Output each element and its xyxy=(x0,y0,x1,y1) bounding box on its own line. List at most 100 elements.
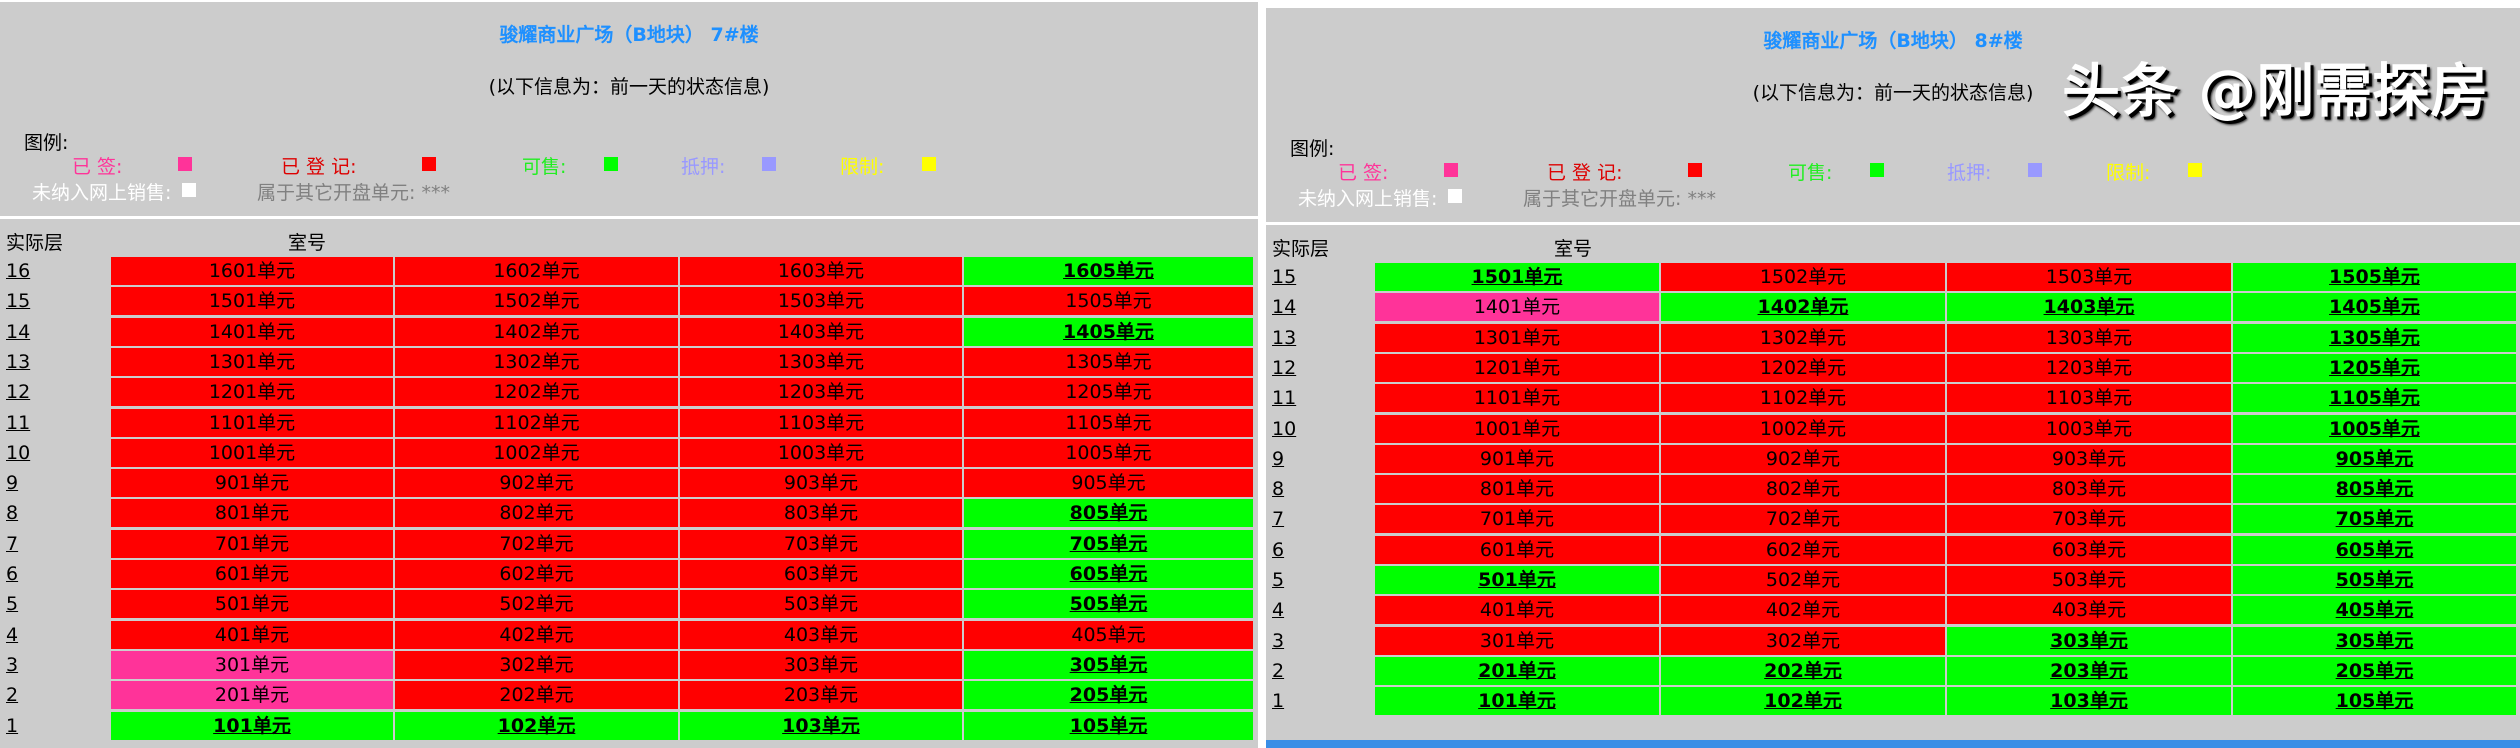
floor-link[interactable]: 9 xyxy=(1272,447,1285,470)
unit-cell: 1101单元 xyxy=(111,408,393,437)
unit-cell[interactable]: 805单元 xyxy=(2233,475,2516,504)
unit-cell: 601单元 xyxy=(1375,535,1659,564)
floor-link[interactable]: 2 xyxy=(1272,659,1285,682)
unit-cell[interactable]: 201单元 xyxy=(1375,656,1659,685)
unit-cell[interactable]: 1501单元 xyxy=(1375,263,1659,291)
unit-cell: 503单元 xyxy=(1947,566,2231,594)
legend-registered-swatch xyxy=(1688,163,1702,177)
floor-link[interactable]: 8 xyxy=(6,502,19,525)
unit-cell: 402单元 xyxy=(395,620,678,649)
unit-cell[interactable]: 1405单元 xyxy=(2233,293,2516,322)
unit-cell: 1503单元 xyxy=(1947,263,2231,291)
unit-cell[interactable]: 405单元 xyxy=(2233,596,2516,625)
floor-link[interactable]: 5 xyxy=(1272,569,1285,591)
unit-cell: 1402单元 xyxy=(395,317,678,346)
floor-link[interactable]: 1 xyxy=(6,714,19,737)
floor-link[interactable]: 4 xyxy=(1272,599,1285,622)
unit-cell: 1301单元 xyxy=(1375,323,1659,352)
unit-cell[interactable]: 105单元 xyxy=(2233,687,2516,716)
unit-cell: 1105单元 xyxy=(964,408,1253,437)
floor-link[interactable]: 7 xyxy=(1272,508,1285,531)
unit-cell: 1401单元 xyxy=(1375,293,1659,322)
unit-cell: 401单元 xyxy=(1375,596,1659,625)
unit-cell: 403单元 xyxy=(1947,596,2231,625)
floor-link[interactable]: 10 xyxy=(1272,417,1297,440)
unit-cell[interactable]: 305单元 xyxy=(2233,626,2516,655)
unit-cell[interactable]: 1605单元 xyxy=(964,257,1253,285)
floor-link[interactable]: 10 xyxy=(6,441,31,464)
unit-cell[interactable]: 101单元 xyxy=(111,711,393,740)
floor-link[interactable]: 3 xyxy=(6,653,19,676)
floor-link[interactable]: 4 xyxy=(6,623,19,646)
unit-cell: 403单元 xyxy=(680,620,962,649)
unit-cell[interactable]: 205单元 xyxy=(2233,656,2516,685)
floor-link[interactable]: 11 xyxy=(1272,387,1297,410)
floor-link[interactable]: 8 xyxy=(1272,478,1285,501)
room-header: 室号 xyxy=(1554,238,1593,260)
floor-row: 15 1501单元 1502单元 1503单元 1505单元 xyxy=(1266,263,2520,293)
unit-cell[interactable]: 101单元 xyxy=(1375,687,1659,716)
unit-cell[interactable]: 605单元 xyxy=(2233,535,2516,564)
floor-row: 3 301单元 302单元 303单元 305单元 xyxy=(0,650,1258,681)
unit-cell[interactable]: 1405单元 xyxy=(964,317,1253,346)
floor-link[interactable]: 3 xyxy=(1272,629,1285,652)
floor-link[interactable]: 6 xyxy=(6,563,19,585)
unit-cell: 502单元 xyxy=(395,590,678,619)
unit-cell[interactable]: 205单元 xyxy=(964,681,1253,710)
floor-link[interactable]: 6 xyxy=(1272,538,1285,561)
unit-cell[interactable]: 1005单元 xyxy=(2233,414,2516,443)
floor-link[interactable]: 7 xyxy=(6,532,19,555)
floor-link[interactable]: 13 xyxy=(6,350,31,373)
unit-cell[interactable]: 103单元 xyxy=(680,711,962,740)
unit-cell[interactable]: 102单元 xyxy=(1661,687,1945,716)
unit-cell: 1602单元 xyxy=(395,257,678,285)
unit-cell[interactable]: 103单元 xyxy=(1947,687,2231,716)
floor-row: 6 601单元 602单元 603单元 605单元 xyxy=(1266,535,2520,566)
floor-row: 1 101单元 102单元 103单元 105单元 xyxy=(0,711,1258,742)
floor-link[interactable]: 5 xyxy=(6,593,19,616)
unit-cell[interactable]: 905单元 xyxy=(2233,444,2516,473)
floor-link[interactable]: 1 xyxy=(1272,690,1285,713)
unit-cell: 303单元 xyxy=(680,650,962,679)
unit-cell[interactable]: 305单元 xyxy=(964,650,1253,679)
unit-cell[interactable]: 705单元 xyxy=(2233,505,2516,534)
floor-row: 5 501单元 502单元 503单元 505单元 xyxy=(0,590,1258,620)
unit-cell[interactable]: 102单元 xyxy=(395,711,678,740)
unit-cell[interactable]: 1402单元 xyxy=(1661,293,1945,322)
unit-cell[interactable]: 505单元 xyxy=(2233,566,2516,594)
unit-cell[interactable]: 1305单元 xyxy=(2233,323,2516,352)
unit-cell[interactable]: 705单元 xyxy=(964,529,1253,558)
status-note: (以下信息为：前一天的状态信息) xyxy=(488,76,770,98)
floor-link[interactable]: 14 xyxy=(1272,296,1297,319)
floor-link[interactable]: 11 xyxy=(6,411,31,434)
floor-link[interactable]: 15 xyxy=(1272,266,1297,288)
unit-cell[interactable]: 605单元 xyxy=(964,560,1253,588)
floor-row: 11 1101单元 1102单元 1103单元 1105单元 xyxy=(1266,384,2520,414)
unit-cell[interactable]: 303单元 xyxy=(1947,626,2231,655)
floor-link[interactable]: 14 xyxy=(6,320,31,343)
floor-link[interactable]: 12 xyxy=(6,381,31,404)
unit-cell[interactable]: 1505单元 xyxy=(2233,263,2516,291)
legend-signed-swatch xyxy=(1444,163,1458,177)
unit-cell: 902单元 xyxy=(395,469,678,498)
floor-row: 8 801单元 802单元 803单元 805单元 xyxy=(0,499,1258,529)
unit-cell[interactable]: 1205单元 xyxy=(2233,353,2516,382)
unit-cell[interactable]: 1105单元 xyxy=(2233,384,2516,413)
floor-link[interactable]: 16 xyxy=(6,260,31,282)
unit-cell: 302单元 xyxy=(395,650,678,679)
unit-cell[interactable]: 501单元 xyxy=(1375,566,1659,594)
unit-cell[interactable]: 105单元 xyxy=(964,711,1253,740)
unit-cell: 1601单元 xyxy=(111,257,393,285)
floor-link[interactable]: 15 xyxy=(6,290,31,313)
unit-cell[interactable]: 203单元 xyxy=(1947,656,2231,685)
floor-link[interactable]: 12 xyxy=(1272,356,1297,379)
unit-cell[interactable]: 1403单元 xyxy=(1947,293,2231,322)
unit-cell[interactable]: 805单元 xyxy=(964,499,1253,528)
legend-restricted-swatch xyxy=(2188,163,2202,177)
floor-link[interactable]: 2 xyxy=(6,684,19,707)
floor-link[interactable]: 9 xyxy=(6,472,19,495)
floor-row: 10 1001单元 1002单元 1003单元 1005单元 xyxy=(1266,414,2520,445)
unit-cell[interactable]: 202单元 xyxy=(1661,656,1945,685)
floor-link[interactable]: 13 xyxy=(1272,326,1297,349)
unit-cell[interactable]: 505单元 xyxy=(964,590,1253,619)
